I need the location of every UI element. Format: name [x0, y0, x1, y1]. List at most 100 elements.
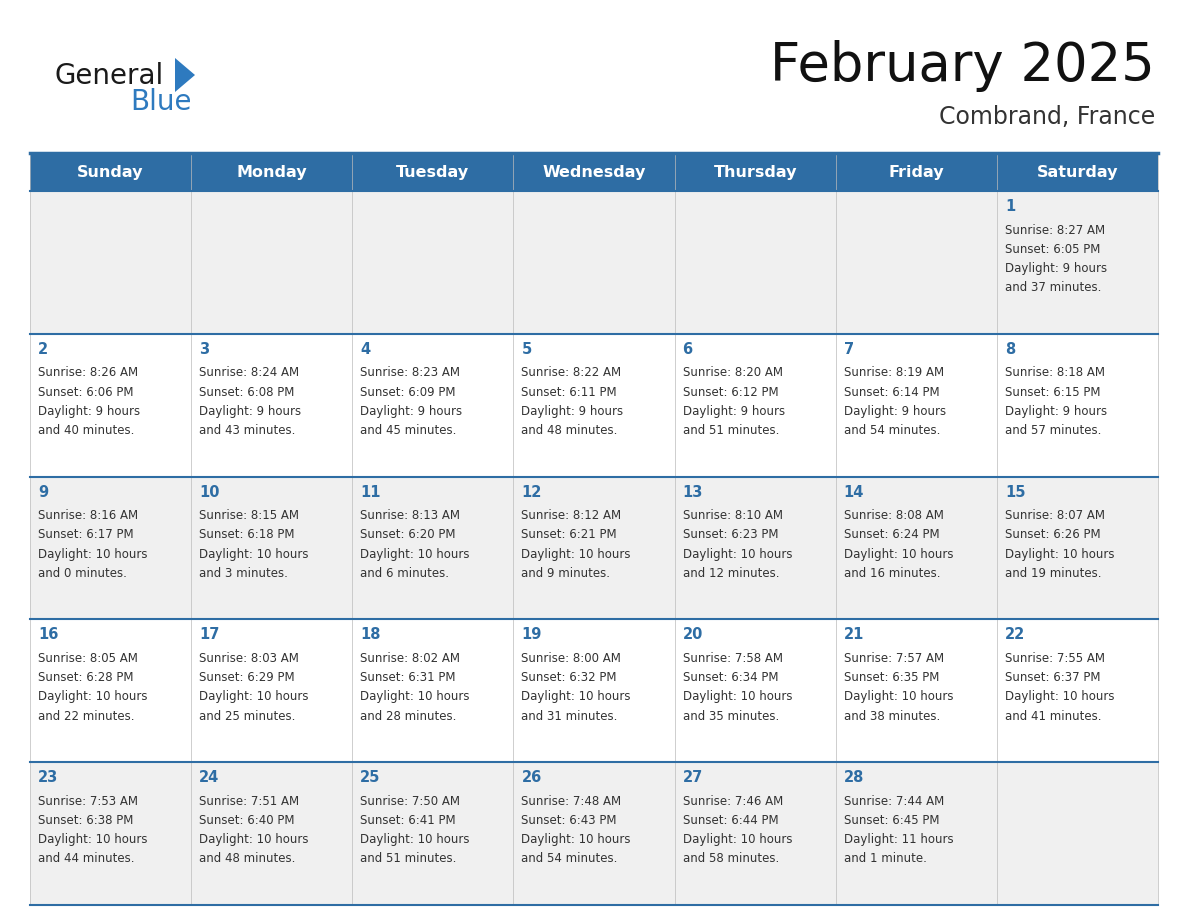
Text: Sunrise: 8:22 AM: Sunrise: 8:22 AM: [522, 366, 621, 379]
Text: and 12 minutes.: and 12 minutes.: [683, 566, 779, 580]
Text: 12: 12: [522, 485, 542, 499]
Text: Daylight: 10 hours: Daylight: 10 hours: [522, 548, 631, 561]
Bar: [191, 620, 353, 762]
Text: Daylight: 9 hours: Daylight: 9 hours: [1005, 262, 1107, 275]
Text: Daylight: 9 hours: Daylight: 9 hours: [843, 405, 946, 418]
Text: 17: 17: [200, 627, 220, 643]
Bar: [30, 620, 191, 762]
Text: 2: 2: [38, 341, 49, 357]
Bar: [675, 334, 835, 476]
Text: Daylight: 10 hours: Daylight: 10 hours: [1005, 548, 1114, 561]
Text: Sunrise: 7:55 AM: Sunrise: 7:55 AM: [1005, 652, 1105, 665]
Text: 28: 28: [843, 770, 864, 785]
Bar: [513, 620, 675, 762]
Text: Sunrise: 8:00 AM: Sunrise: 8:00 AM: [522, 652, 621, 665]
Text: Sunrise: 8:05 AM: Sunrise: 8:05 AM: [38, 652, 138, 665]
Text: Sunset: 6:32 PM: Sunset: 6:32 PM: [522, 671, 617, 684]
Text: Sunrise: 8:12 AM: Sunrise: 8:12 AM: [522, 509, 621, 522]
Text: Daylight: 10 hours: Daylight: 10 hours: [683, 548, 792, 561]
Text: 23: 23: [38, 770, 58, 785]
Bar: [513, 762, 675, 905]
Text: Sunday: Sunday: [77, 164, 144, 180]
Text: Sunrise: 7:53 AM: Sunrise: 7:53 AM: [38, 795, 138, 808]
Text: and 44 minutes.: and 44 minutes.: [38, 853, 134, 866]
Bar: [191, 762, 353, 905]
Text: Sunrise: 8:02 AM: Sunrise: 8:02 AM: [360, 652, 460, 665]
Text: Sunset: 6:08 PM: Sunset: 6:08 PM: [200, 386, 295, 398]
Text: Daylight: 11 hours: Daylight: 11 hours: [843, 834, 953, 846]
Text: Sunset: 6:05 PM: Sunset: 6:05 PM: [1005, 242, 1100, 256]
Text: and 58 minutes.: and 58 minutes.: [683, 853, 779, 866]
Bar: [997, 762, 1158, 905]
Text: Tuesday: Tuesday: [397, 164, 469, 180]
Bar: [353, 476, 513, 620]
Text: Sunset: 6:28 PM: Sunset: 6:28 PM: [38, 671, 133, 684]
Text: 19: 19: [522, 627, 542, 643]
Text: Sunrise: 7:44 AM: Sunrise: 7:44 AM: [843, 795, 944, 808]
Bar: [997, 191, 1158, 334]
Text: Sunset: 6:43 PM: Sunset: 6:43 PM: [522, 814, 617, 827]
Text: Sunrise: 7:46 AM: Sunrise: 7:46 AM: [683, 795, 783, 808]
Bar: [30, 762, 191, 905]
Text: 25: 25: [360, 770, 380, 785]
Text: 21: 21: [843, 627, 864, 643]
Text: and 51 minutes.: and 51 minutes.: [360, 853, 456, 866]
Text: 7: 7: [843, 341, 854, 357]
Bar: [835, 334, 997, 476]
Text: and 16 minutes.: and 16 minutes.: [843, 566, 940, 580]
Text: Daylight: 10 hours: Daylight: 10 hours: [38, 690, 147, 703]
Text: 4: 4: [360, 341, 371, 357]
Text: and 51 minutes.: and 51 minutes.: [683, 424, 779, 437]
Text: and 28 minutes.: and 28 minutes.: [360, 710, 456, 722]
Text: Daylight: 9 hours: Daylight: 9 hours: [1005, 405, 1107, 418]
Text: February 2025: February 2025: [770, 40, 1155, 92]
Text: and 9 minutes.: and 9 minutes.: [522, 566, 611, 580]
Bar: [30, 191, 191, 334]
Text: and 25 minutes.: and 25 minutes.: [200, 710, 296, 722]
Text: Sunset: 6:12 PM: Sunset: 6:12 PM: [683, 386, 778, 398]
Bar: [353, 334, 513, 476]
Text: 13: 13: [683, 485, 703, 499]
Text: 24: 24: [200, 770, 220, 785]
Text: Sunset: 6:11 PM: Sunset: 6:11 PM: [522, 386, 617, 398]
Text: Sunset: 6:37 PM: Sunset: 6:37 PM: [1005, 671, 1100, 684]
Text: Sunrise: 7:51 AM: Sunrise: 7:51 AM: [200, 795, 299, 808]
Bar: [353, 191, 513, 334]
Text: Sunrise: 8:16 AM: Sunrise: 8:16 AM: [38, 509, 138, 522]
Text: Sunset: 6:29 PM: Sunset: 6:29 PM: [200, 671, 295, 684]
Text: 6: 6: [683, 341, 693, 357]
Text: General: General: [55, 62, 164, 90]
Text: Sunset: 6:24 PM: Sunset: 6:24 PM: [843, 529, 940, 542]
Bar: [513, 476, 675, 620]
Text: Sunset: 6:34 PM: Sunset: 6:34 PM: [683, 671, 778, 684]
Text: 22: 22: [1005, 627, 1025, 643]
Text: 15: 15: [1005, 485, 1025, 499]
Bar: [675, 476, 835, 620]
Text: Sunset: 6:21 PM: Sunset: 6:21 PM: [522, 529, 617, 542]
Text: Daylight: 9 hours: Daylight: 9 hours: [683, 405, 785, 418]
Text: Sunrise: 8:19 AM: Sunrise: 8:19 AM: [843, 366, 943, 379]
Text: Daylight: 10 hours: Daylight: 10 hours: [683, 690, 792, 703]
Text: Daylight: 10 hours: Daylight: 10 hours: [843, 548, 953, 561]
Text: and 40 minutes.: and 40 minutes.: [38, 424, 134, 437]
Bar: [835, 620, 997, 762]
Text: and 35 minutes.: and 35 minutes.: [683, 710, 779, 722]
Text: Thursday: Thursday: [713, 164, 797, 180]
Bar: [513, 334, 675, 476]
Text: and 38 minutes.: and 38 minutes.: [843, 710, 940, 722]
Text: 26: 26: [522, 770, 542, 785]
Text: Sunset: 6:40 PM: Sunset: 6:40 PM: [200, 814, 295, 827]
Text: Sunset: 6:17 PM: Sunset: 6:17 PM: [38, 529, 133, 542]
Text: Sunrise: 8:27 AM: Sunrise: 8:27 AM: [1005, 223, 1105, 237]
Text: 16: 16: [38, 627, 58, 643]
Text: Friday: Friday: [889, 164, 944, 180]
Text: Sunrise: 8:18 AM: Sunrise: 8:18 AM: [1005, 366, 1105, 379]
Text: Sunrise: 8:03 AM: Sunrise: 8:03 AM: [200, 652, 299, 665]
Text: Daylight: 10 hours: Daylight: 10 hours: [360, 834, 469, 846]
Text: Daylight: 10 hours: Daylight: 10 hours: [522, 690, 631, 703]
Text: Sunrise: 8:13 AM: Sunrise: 8:13 AM: [360, 509, 460, 522]
Bar: [191, 191, 353, 334]
Text: Sunrise: 8:08 AM: Sunrise: 8:08 AM: [843, 509, 943, 522]
Text: Sunset: 6:15 PM: Sunset: 6:15 PM: [1005, 386, 1100, 398]
Text: Combrand, France: Combrand, France: [939, 105, 1155, 129]
